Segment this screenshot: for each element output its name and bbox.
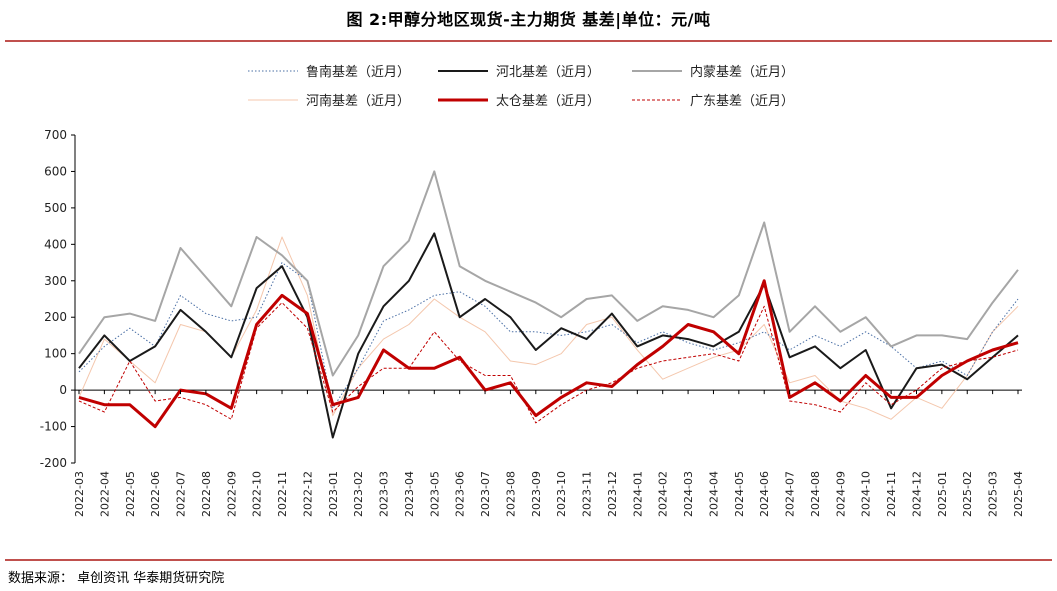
series-line-1 [78, 232, 1019, 439]
footer-rule [5, 559, 1052, 561]
plot-area [74, 135, 1022, 463]
x-tick-label: 2024-12 [910, 471, 923, 517]
x-tick-label: 2025-02 [961, 471, 974, 517]
x-tick-label: 2023-12 [606, 471, 619, 517]
series-line-2 [78, 170, 1019, 377]
legend: 鲁南基差（近月） 河北基差（近月） 内蒙基差（近月） 河南基差（近月） 太仓基差（近月）… [248, 64, 794, 109]
y-tick-label: 0 [59, 383, 67, 397]
x-tick-label: 2022-09 [225, 471, 238, 517]
y-tick-label: 700 [44, 128, 67, 142]
legend-label-1: 河北基差（近月） [496, 65, 600, 80]
x-tick-label: 2024-06 [758, 471, 771, 517]
x-tick-label: 2022-03 [73, 471, 86, 517]
series-line-5 [78, 302, 1019, 424]
x-tick-label: 2023-02 [352, 471, 365, 517]
x-tick-label: 2024-11 [885, 471, 898, 517]
series-line-0 [78, 262, 1019, 409]
series-line-3 [78, 236, 1019, 420]
x-tick-label: 2024-08 [809, 471, 822, 517]
series-group [78, 170, 1019, 439]
x-tick-label: 2022-07 [175, 471, 188, 517]
legend-label-0: 鲁南基差（近月） [306, 64, 410, 80]
series-line-4 [78, 279, 1019, 429]
x-tick-label: 2024-07 [784, 471, 797, 517]
y-tick-label: 300 [44, 274, 67, 288]
source-note: 数据来源： 卓创资讯 华泰期货研究院 [8, 571, 225, 586]
legend-label-5: 广东基差（近月） [690, 94, 794, 109]
x-tick-label: 2022-12 [301, 471, 314, 517]
chart-title: 图 2:甲醇分地区现货-主力期货 基差|单位：元/吨 [346, 10, 711, 29]
x-tick-label: 2023-11 [581, 471, 594, 517]
x-tick-label: 2022-04 [98, 471, 111, 517]
x-tick-label: 2022-11 [276, 471, 289, 517]
y-axis: -200 -100 0 100 200 300 400 500 600 700 [40, 128, 75, 470]
x-tick-label: 2022-06 [149, 471, 162, 517]
y-tick-label: 500 [44, 201, 67, 215]
x-tick-label: 2023-01 [327, 471, 340, 517]
x-tick-label: 2023-06 [454, 471, 467, 517]
x-tick-label: 2023-08 [504, 471, 517, 517]
x-tick-label: 2024-02 [657, 471, 670, 517]
x-tick-label: 2022-05 [124, 471, 137, 517]
x-tick-label: 2024-09 [834, 471, 847, 517]
x-tick-label: 2025-03 [987, 471, 1000, 517]
x-tick-label: 2024-03 [682, 471, 695, 517]
legend-label-2: 内蒙基差（近月） [690, 64, 794, 80]
x-tick-label: 2024-10 [860, 471, 873, 517]
x-tick-label: 2022-08 [200, 471, 213, 517]
x-tick-label: 2024-01 [631, 471, 644, 517]
legend-label-3: 河南基差（近月） [306, 93, 410, 109]
x-tick-label: 2024-04 [707, 471, 720, 517]
x-tick-label: 2023-09 [530, 471, 543, 517]
y-tick-label: 100 [44, 347, 67, 361]
x-tick-label: 2023-10 [555, 471, 568, 517]
y-tick-label: 200 [44, 310, 67, 324]
x-tick-label: 2025-01 [936, 471, 949, 517]
legend-label-4: 太仓基差（近月） [496, 94, 600, 109]
x-tick-label: 2025-04 [1012, 471, 1025, 517]
y-tick-label: 400 [44, 237, 67, 251]
x-tick-label: 2023-03 [378, 471, 391, 517]
x-tick-label: 2023-05 [428, 471, 441, 517]
y-tick-label: 600 [44, 164, 67, 178]
y-tick-label: -200 [40, 456, 67, 470]
x-axis: 2022-03 2022-04 2022-05 2022-06 2022-07 2022-… [73, 390, 1025, 517]
x-tick-label: 2024-05 [733, 471, 746, 517]
title-rule [5, 40, 1052, 42]
x-tick-label: 2023-07 [479, 471, 492, 517]
x-tick-label: 2022-10 [251, 471, 264, 517]
y-tick-label: -100 [40, 420, 67, 434]
x-tick-label: 2023-04 [403, 471, 416, 517]
